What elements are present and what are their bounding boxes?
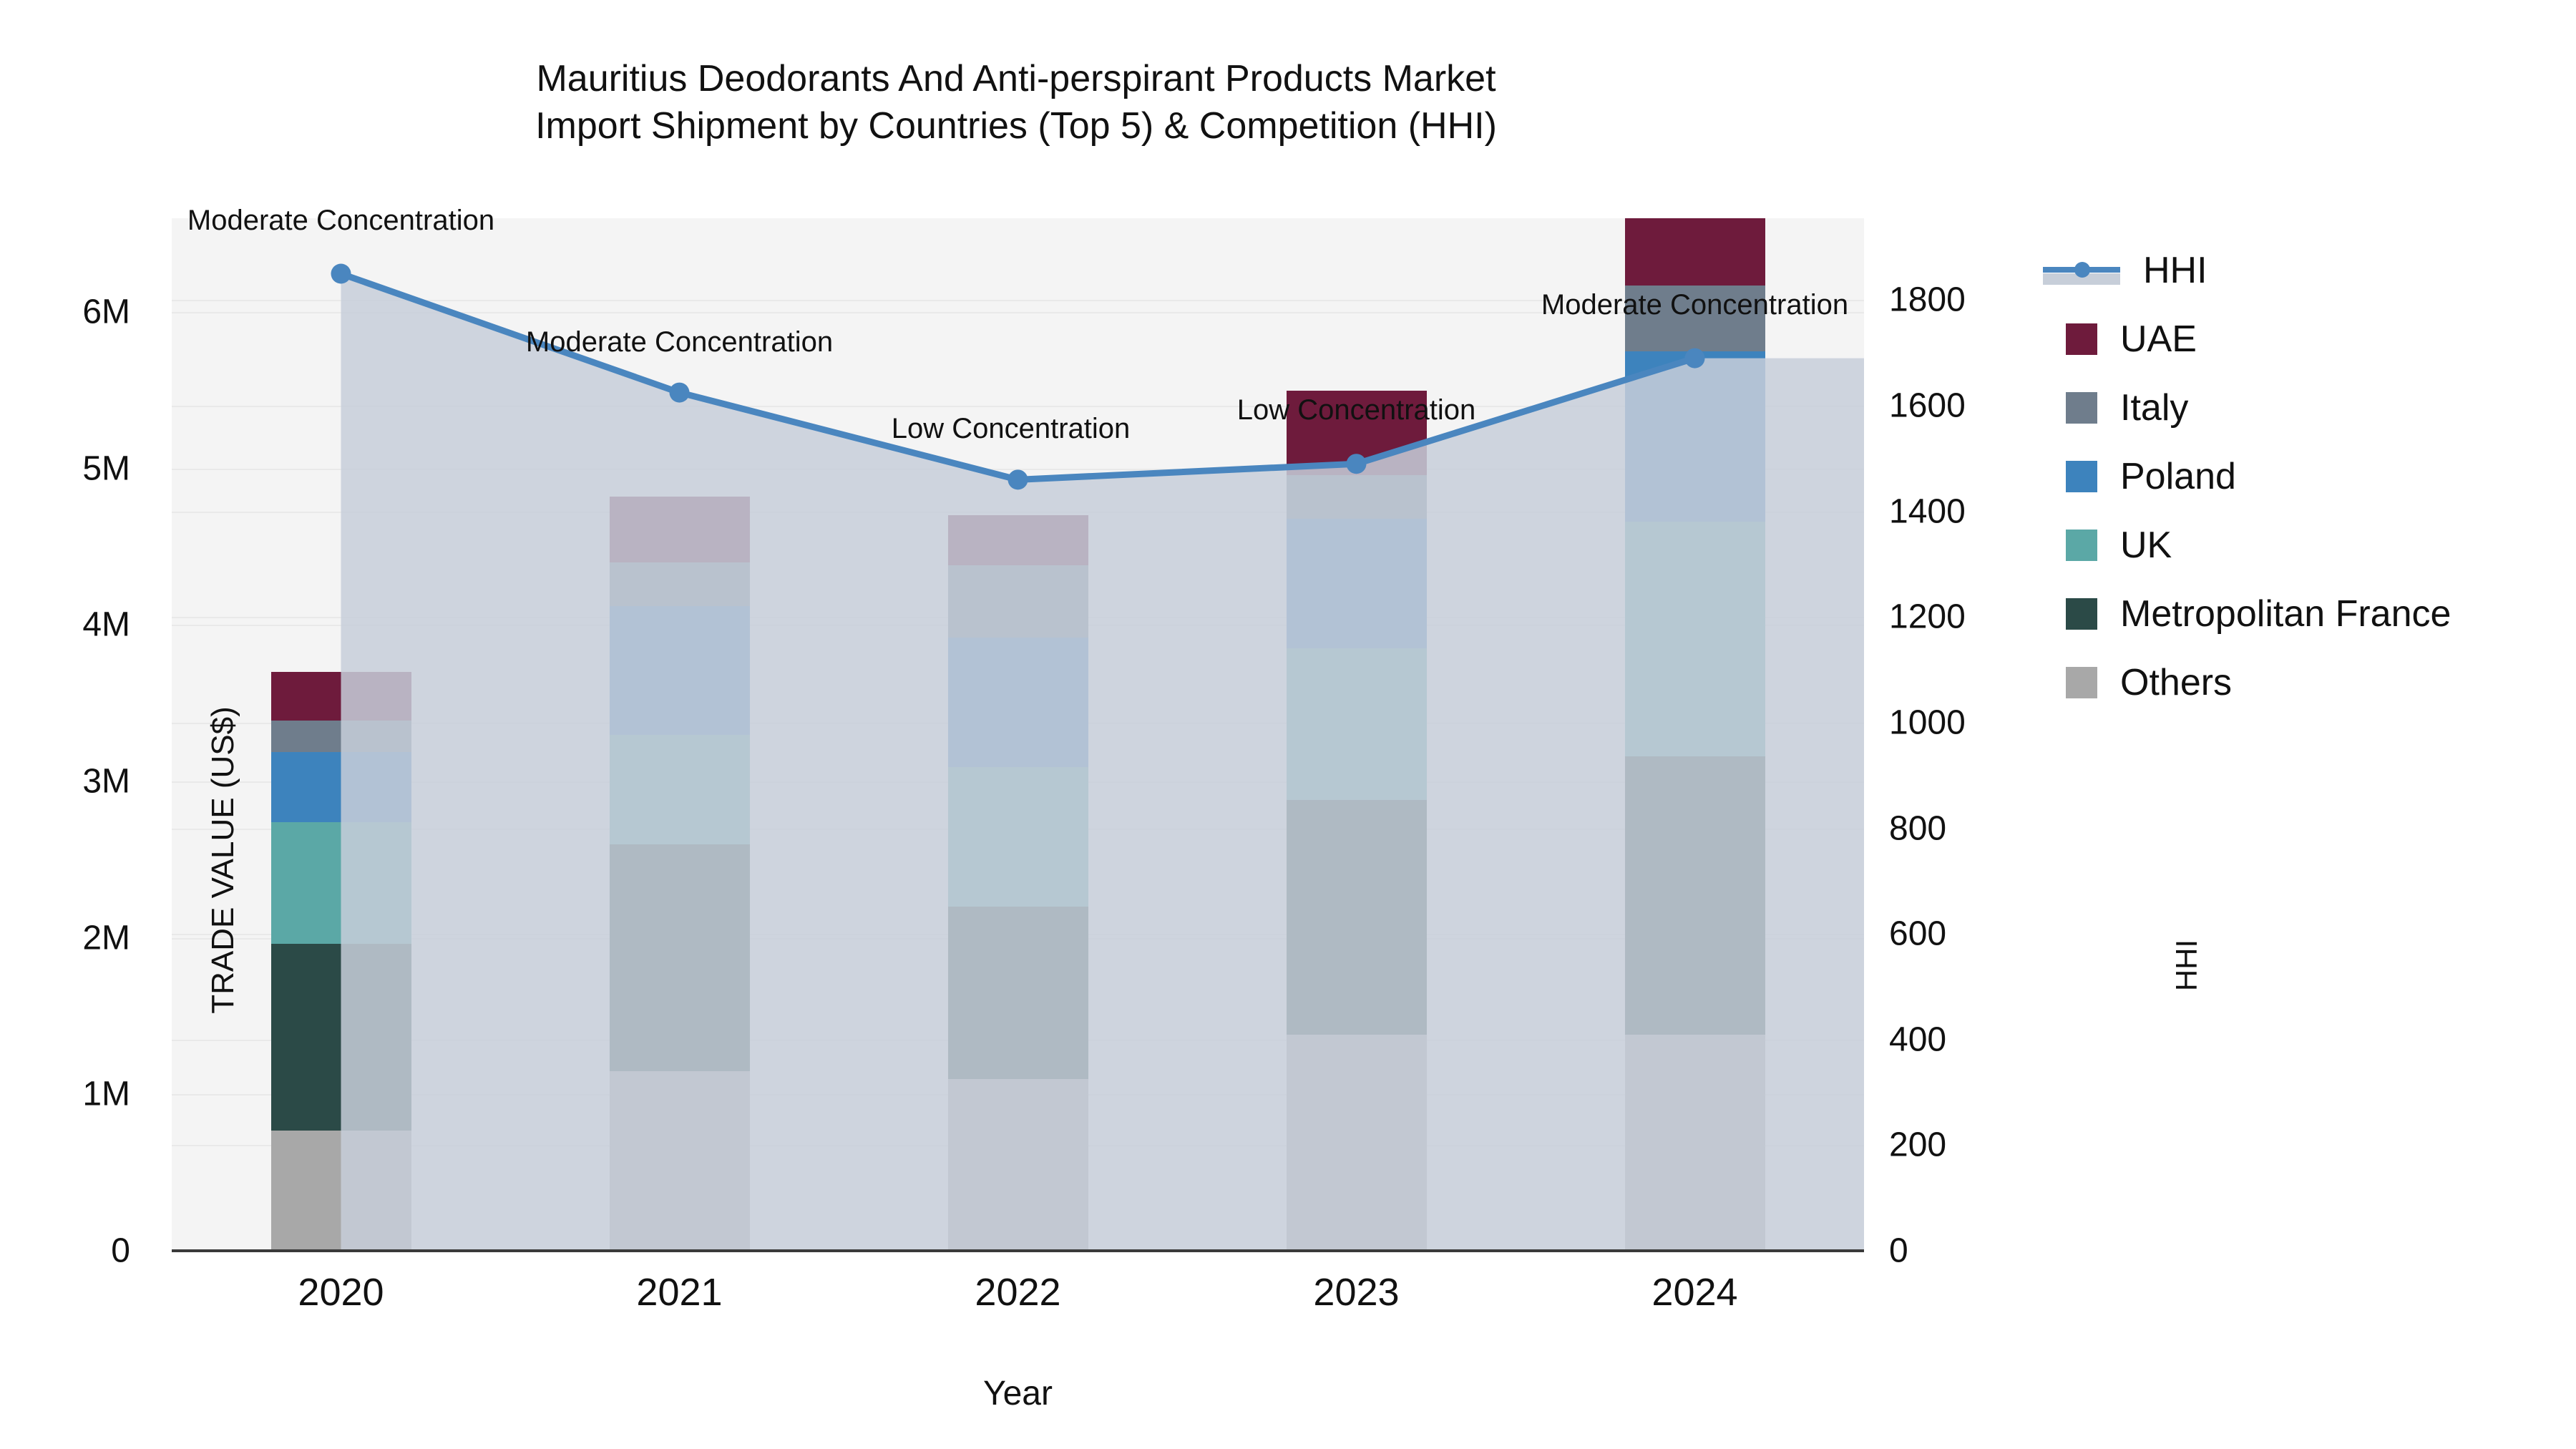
legend-label: UAE bbox=[2120, 318, 2197, 360]
x-tick: 2023 bbox=[1313, 1271, 1400, 1314]
legend-item-others[interactable]: Others bbox=[2043, 648, 2451, 717]
legend-label: Poland bbox=[2120, 456, 2236, 497]
legend-item-poland[interactable]: Poland bbox=[2043, 442, 2451, 511]
legend-item-uae[interactable]: UAE bbox=[2043, 305, 2451, 374]
y-tick-left: 5M bbox=[82, 449, 130, 488]
hhi-annotation: Moderate Concentration bbox=[525, 326, 834, 358]
hhi-series-layer bbox=[331, 263, 1864, 1251]
legend-color-swatch bbox=[2066, 392, 2097, 424]
y-tick-right: 200 bbox=[1889, 1126, 1947, 1164]
legend-item-uk[interactable]: UK bbox=[2043, 511, 2451, 580]
hhi-point[interactable] bbox=[1346, 454, 1367, 474]
y-tick-left: 3M bbox=[82, 762, 130, 801]
y-tick-right: 1000 bbox=[1889, 703, 1966, 742]
y-tick-right: 1800 bbox=[1889, 280, 1966, 319]
hhi-point[interactable] bbox=[1008, 469, 1028, 490]
gridline bbox=[172, 312, 1864, 314]
gridline bbox=[172, 406, 1864, 408]
hhi-area-fill bbox=[341, 273, 1864, 1251]
hhi-markers bbox=[331, 263, 1705, 490]
x-axis-label: Year bbox=[983, 1375, 1053, 1413]
x-tick: 2021 bbox=[636, 1271, 723, 1314]
y-tick-right: 800 bbox=[1889, 809, 1947, 847]
legend-item-italy[interactable]: Italy bbox=[2043, 374, 2451, 442]
legend-item-metropolitan-france[interactable]: Metropolitan France bbox=[2043, 580, 2451, 648]
legend-color-swatch bbox=[2066, 598, 2097, 630]
y-axis-right-label: HHI bbox=[2170, 939, 2203, 992]
gridline bbox=[172, 468, 1864, 470]
legend-label: Italy bbox=[2120, 387, 2189, 429]
hhi-point[interactable] bbox=[1684, 348, 1705, 369]
legend-label: HHI bbox=[2143, 250, 2207, 291]
y-tick-right: 1400 bbox=[1889, 492, 1966, 531]
legend-label: Others bbox=[2120, 662, 2233, 703]
y-tick-right: 0 bbox=[1889, 1231, 1908, 1270]
gridline bbox=[172, 300, 1864, 302]
hhi-point[interactable] bbox=[331, 263, 351, 284]
legend-color-swatch bbox=[2066, 461, 2097, 492]
y-axis-left-label: TRADE VALUE (US$) bbox=[205, 706, 240, 1014]
legend-color-swatch bbox=[2066, 667, 2097, 698]
y-tick-right: 1200 bbox=[1889, 597, 1966, 636]
x-tick: 2024 bbox=[1652, 1271, 1738, 1314]
x-tick: 2020 bbox=[298, 1271, 384, 1314]
chart-title: Mauritius Deodorants And Anti-perspirant… bbox=[535, 58, 1497, 147]
y-tick-left: 4M bbox=[82, 605, 130, 644]
plot-area: Moderate Concentration Moderate Concentra… bbox=[172, 205, 2203, 1251]
legend-color-swatch bbox=[2066, 530, 2097, 561]
y-tick-left: 6M bbox=[82, 293, 130, 331]
hhi-point[interactable] bbox=[669, 382, 690, 403]
bar-segment-italy[interactable] bbox=[1624, 286, 1765, 351]
y-tick-left: 0 bbox=[111, 1231, 130, 1270]
y-tick-right: 600 bbox=[1889, 914, 1947, 953]
bar-segment-uae[interactable] bbox=[1624, 218, 1765, 286]
x-axis-line bbox=[172, 1249, 1864, 1252]
hhi-annotation: Low Concentration bbox=[1236, 394, 1476, 426]
hhi-annotation: Moderate Concentration bbox=[187, 204, 495, 236]
chart-legend: HHI UAE Italy Poland UK Metropolitan France Ot… bbox=[2043, 236, 2451, 717]
y-tick-left: 2M bbox=[82, 919, 130, 957]
legend-label: UK bbox=[2120, 525, 2172, 566]
hhi-annotation: Low Concentration bbox=[891, 413, 1131, 445]
y-tick-right: 1600 bbox=[1889, 386, 1966, 425]
legend-line-swatch bbox=[2043, 255, 2120, 286]
x-tick: 2022 bbox=[975, 1271, 1061, 1314]
hhi-annotation: Moderate Concentration bbox=[1541, 288, 1849, 321]
y-tick-right: 400 bbox=[1889, 1020, 1947, 1059]
legend-item-hhi[interactable]: HHI bbox=[2043, 236, 2451, 305]
legend-color-swatch bbox=[2066, 323, 2097, 355]
legend-label: Metropolitan France bbox=[2120, 593, 2451, 635]
y-tick-left: 1M bbox=[82, 1075, 130, 1113]
